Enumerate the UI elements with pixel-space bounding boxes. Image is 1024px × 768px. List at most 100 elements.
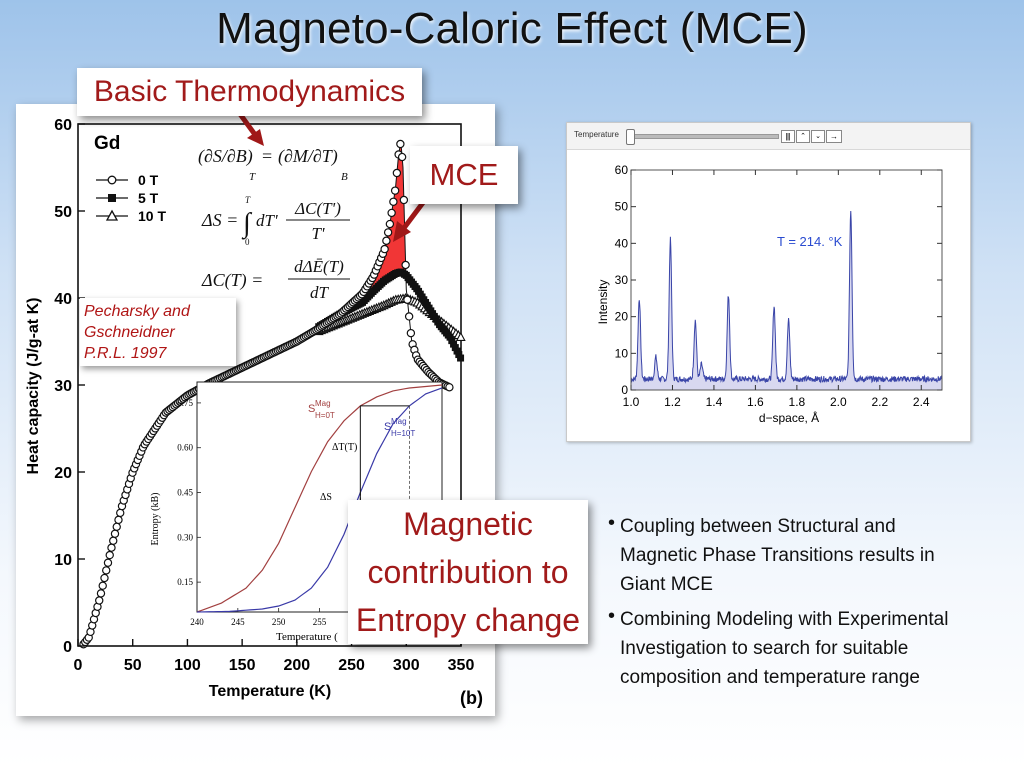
inset-x-label: Temperature ( [276, 631, 338, 643]
data-point [102, 566, 111, 575]
slider-label: Temperature [574, 130, 619, 139]
x-axis-label: Temperature (K) [209, 683, 331, 700]
x-tick-label: 300 [393, 657, 420, 674]
xrd-y-label: Intensity [596, 280, 610, 325]
eq2-dt: dT' [256, 211, 278, 230]
y-tick-label: 40 [54, 291, 72, 308]
data-point [95, 596, 104, 605]
data-point [112, 522, 121, 532]
inset-annotation-dt: ΔT(T) [332, 442, 357, 453]
inset-y-tick: 0.60 [177, 443, 193, 453]
xrd-y-tick: 50 [615, 200, 629, 214]
xrd-y-tick: 40 [615, 236, 629, 250]
citation-line-3: P.R.L. 1997 [84, 345, 167, 362]
y-tick-label: 60 [54, 117, 72, 134]
data-point [385, 219, 395, 229]
data-point [445, 383, 454, 392]
eq2-int-bottom: 0 [245, 237, 250, 247]
data-point [96, 589, 106, 598]
inset-x-tick: 245 [231, 617, 245, 627]
data-point [98, 581, 107, 590]
inset-annotation-ds: ΔS [320, 492, 332, 503]
y-axis-label: Heat capacity (J/g-at K) [25, 298, 42, 475]
svg-text:S: S [308, 403, 315, 415]
data-point [401, 260, 410, 270]
inset-series-1 [196, 387, 443, 613]
citation-line-1: Pecharsky and [84, 303, 190, 320]
data-point [403, 295, 412, 304]
xrd-x-tick: 2.2 [871, 395, 888, 409]
svg-text:Mag: Mag [315, 399, 331, 408]
xrd-temperature-label: T = 214. °K [777, 234, 843, 249]
callout-magnetic-line-2: contribution to [367, 554, 569, 590]
svg-text:Mag: Mag [391, 417, 407, 426]
heat-capacity-figure: 0 50 100 150 200 250 300 350 0 10 20 30 40 50 60 Gd 0 … [16, 104, 495, 716]
x-tick-label: 150 [229, 657, 256, 674]
pause-button[interactable]: || [781, 130, 795, 143]
inset-label-s0: S Mag H=0T [308, 399, 335, 420]
callout-mce-text: MCE [429, 157, 499, 192]
xrd-x-tick: 1.4 [706, 395, 723, 409]
data-point [105, 550, 114, 560]
x-tick-label: 350 [448, 657, 475, 674]
legend: 0 T 5 T 10 T [96, 172, 166, 224]
data-point [103, 558, 113, 567]
inset-y-tick: 0.75 [177, 398, 193, 408]
y-tick-label: 30 [54, 378, 72, 395]
inset-x-tick: 250 [272, 617, 286, 627]
legend-marker-5t [108, 194, 116, 202]
inset-y-tick: 0.15 [177, 577, 193, 587]
data-point [404, 312, 414, 321]
xrd-x-tick: 1.2 [664, 395, 681, 409]
data-point [110, 529, 120, 538]
eq1-right-sub: B [341, 171, 348, 183]
callout-magnetic-line-1: Magnetic [403, 506, 533, 542]
data-point [107, 543, 116, 552]
x-tick-label: 100 [174, 657, 201, 674]
eq2-int-top: T [245, 195, 251, 205]
xrd-x-tick: 1.6 [747, 395, 764, 409]
temperature-slider[interactable] [626, 129, 779, 145]
xrd-y-tick: 0 [621, 383, 628, 397]
data-point [114, 515, 123, 525]
inset-series-0 [196, 384, 443, 613]
eq1-left-sub: T [249, 171, 256, 183]
xrd-y-tick: 20 [615, 310, 629, 324]
svg-text:S: S [384, 421, 391, 433]
inset-label-s10: S Mag H=10T [384, 417, 415, 438]
slide-title: Magneto-Caloric Effect (MCE) [216, 4, 808, 53]
y-tick-label: 50 [54, 204, 72, 221]
inset-y-label: Entropy (kB) [150, 492, 161, 545]
xrd-x-tick: 1.0 [623, 395, 640, 409]
chart-title-gd: Gd [94, 133, 120, 154]
xrd-x-label: d−space, Å [759, 410, 819, 425]
inset-x-tick: 255 [313, 617, 327, 627]
slider-bar: Temperature || ⌃ ⌄ → [567, 123, 970, 150]
eq3-lhs: ΔC(T) = [201, 270, 263, 291]
svg-text:H=0T: H=0T [315, 411, 335, 420]
direction-button[interactable]: → [826, 130, 842, 143]
data-point [387, 208, 396, 218]
eq2-lhs: ΔS = [201, 210, 238, 230]
x-tick-label: 200 [284, 657, 311, 674]
diffraction-pattern [630, 211, 943, 384]
data-point [383, 228, 393, 237]
arrow-basic-thermo [237, 112, 264, 146]
eq3-numerator: dΔĒ(T) [294, 257, 344, 276]
y-tick-label: 10 [54, 552, 72, 569]
data-point [406, 328, 416, 338]
data-point [389, 197, 398, 206]
eq1-left: (∂S/∂B) [198, 146, 253, 167]
bullet-dot: • [608, 605, 616, 627]
legend-label-10t: 10 T [138, 208, 166, 224]
eq2-integral-sign: ∫ [241, 208, 253, 240]
slider-thumb[interactable] [626, 129, 635, 145]
step-down-button[interactable]: ⌄ [811, 130, 825, 143]
inset-y-tick: 0.30 [177, 532, 193, 542]
callout-mce: MCE [410, 146, 518, 204]
eq2-numerator: ΔC(T') [294, 199, 341, 218]
callout-magnetic-contribution: Magnetic contribution to Entropy change [348, 500, 588, 644]
step-up-button[interactable]: ⌃ [796, 130, 810, 143]
bullet-list: • Coupling between Structural and Magnet… [608, 512, 988, 698]
y-tick-label: 20 [54, 465, 72, 482]
